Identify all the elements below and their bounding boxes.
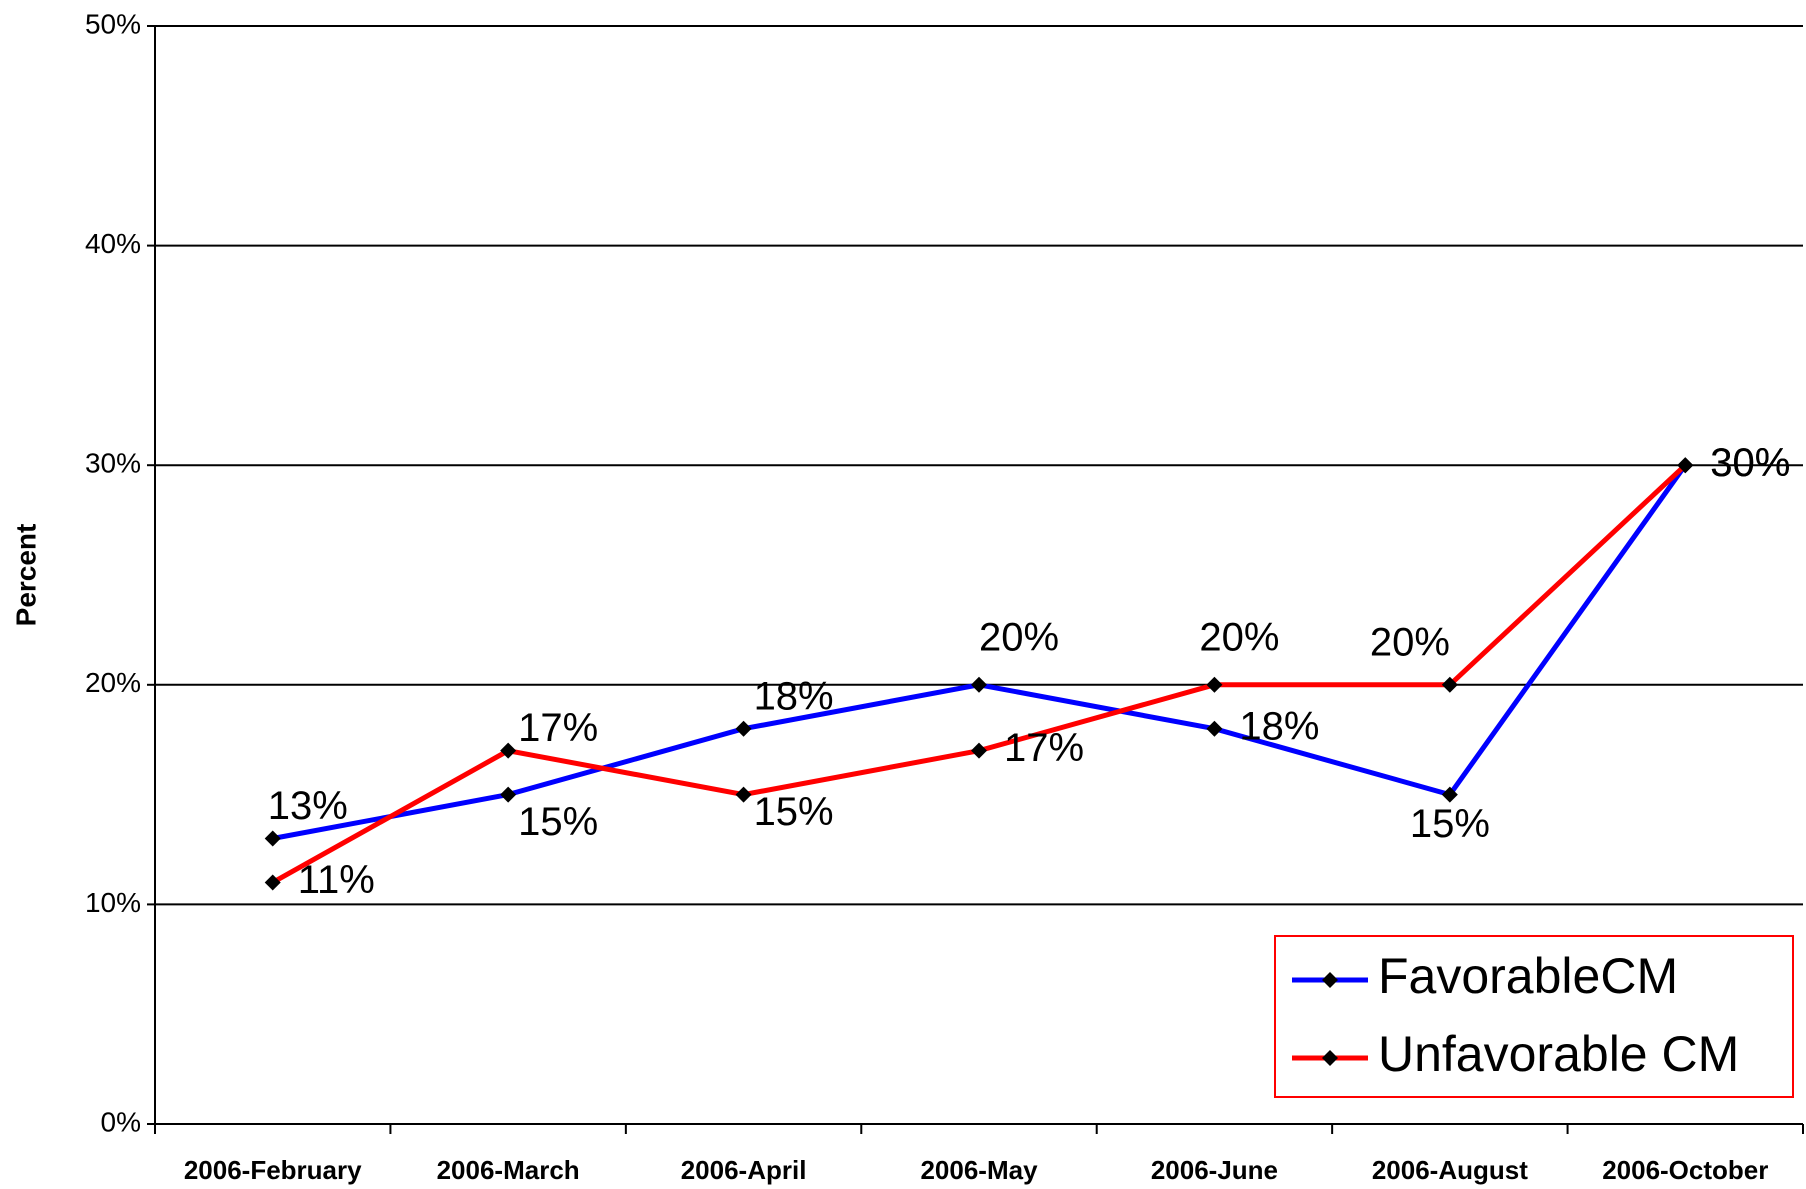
x-tick-label: 2006-March — [437, 1155, 580, 1185]
data-point — [500, 742, 517, 759]
data-label: 20% — [1370, 620, 1450, 664]
x-tick-label: 2006-February — [184, 1155, 362, 1185]
y-tick-label: 40% — [85, 228, 141, 259]
legend-label: FavorableCM — [1378, 948, 1678, 1004]
data-label: 20% — [1199, 615, 1279, 659]
data-point — [500, 786, 517, 803]
legend-box — [1274, 935, 1794, 1098]
data-label: 15% — [1410, 802, 1490, 846]
data-label: 18% — [754, 674, 834, 718]
y-tick-label: 50% — [85, 8, 141, 39]
data-point — [264, 874, 281, 891]
data-point — [1677, 457, 1694, 474]
x-tick-label: 2006-August — [1372, 1155, 1528, 1185]
x-tick-label: 2006-June — [1151, 1155, 1278, 1185]
y-tick-label: 10% — [85, 887, 141, 918]
data-point — [1206, 720, 1223, 737]
data-label: 30% — [1710, 441, 1790, 485]
x-tick-label: 2006-October — [1602, 1155, 1768, 1185]
data-point — [1441, 676, 1458, 693]
y-axis-label: Percent — [10, 524, 41, 627]
data-label: 18% — [1239, 704, 1319, 748]
data-point — [1206, 676, 1223, 693]
y-tick-label: 20% — [85, 667, 141, 698]
y-tick-label: 0% — [101, 1106, 141, 1137]
data-point — [971, 676, 987, 693]
data-label: 17% — [1004, 726, 1084, 770]
data-point — [1441, 786, 1458, 803]
data-label: 13% — [268, 784, 348, 828]
data-point — [735, 720, 752, 737]
data-point — [735, 786, 752, 803]
x-tick-label: 2006-May — [920, 1155, 1038, 1185]
legend-label: Unfavorable CM — [1378, 1026, 1739, 1082]
data-label: 17% — [518, 706, 598, 750]
data-label: 15% — [518, 800, 598, 844]
data-label: 30% — [1710, 441, 1790, 485]
x-tick-label: 2006-April — [681, 1155, 807, 1185]
data-label: 11% — [298, 858, 375, 902]
y-tick-label: 30% — [85, 448, 141, 479]
data-point — [264, 830, 281, 847]
data-point — [971, 742, 987, 759]
legend-marker — [1322, 972, 1338, 988]
data-label: 15% — [754, 790, 834, 834]
data-label: 20% — [979, 615, 1059, 659]
legend-marker — [1322, 1050, 1338, 1066]
